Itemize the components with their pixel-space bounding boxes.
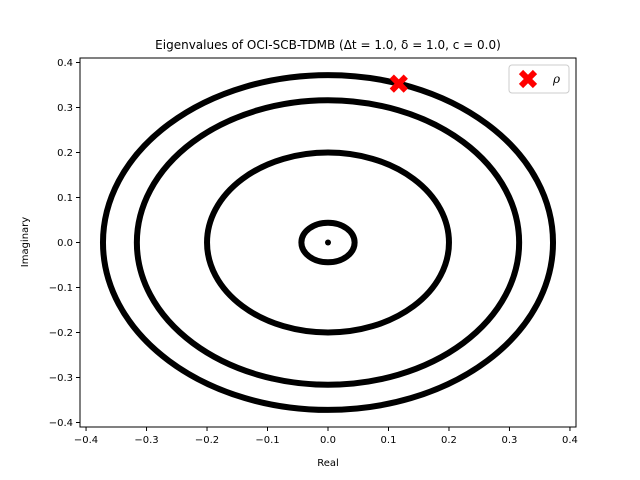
y-tick-label: −0.4 bbox=[49, 418, 73, 429]
eigenvalue-ring-4 bbox=[298, 219, 358, 266]
y-tick-label: −0.2 bbox=[49, 328, 73, 339]
rho-marker-1 bbox=[389, 74, 408, 93]
x-axis-label: Real bbox=[317, 458, 339, 469]
x-tick-label: 0.1 bbox=[381, 435, 397, 446]
chart-title: Eigenvalues of OCI-SCB-TDMB (Δt = 1.0, δ… bbox=[155, 38, 501, 52]
legend-rho-marker bbox=[518, 69, 538, 89]
eigenvalue-ring-2 bbox=[133, 97, 523, 388]
legend-rho-label: ρ bbox=[552, 72, 560, 86]
x-tick-label: 0.3 bbox=[502, 435, 518, 446]
x-tick-label: −0.2 bbox=[195, 435, 219, 446]
x-tick-label: −0.4 bbox=[74, 435, 98, 446]
x-tick-label: 0.0 bbox=[320, 435, 336, 446]
eigenvalue-ring-3 bbox=[204, 149, 452, 336]
legend: ρ bbox=[508, 64, 570, 94]
y-tick-label: 0.1 bbox=[57, 193, 73, 204]
axes: −0.4 −0.3 −0.2 −0.1 0.0 0.1 0.2 0.3 0.4 −0.4 −0.3 −… bbox=[49, 57, 578, 446]
plot-area bbox=[99, 72, 557, 413]
y-tick-label: 0.2 bbox=[57, 148, 73, 159]
y-tick-label: −0.1 bbox=[49, 283, 73, 294]
x-tick-label: −0.3 bbox=[134, 435, 158, 446]
x-tick-label: 0.4 bbox=[562, 435, 578, 446]
y-axis-label: Imaginary bbox=[20, 217, 31, 268]
y-tick-label: 0.3 bbox=[57, 103, 73, 114]
y-tick-label: 0.4 bbox=[57, 58, 73, 69]
eigenvalue-ring-1 bbox=[99, 72, 557, 413]
y-tick-label: 0.0 bbox=[57, 238, 73, 249]
x-tick-label: 0.2 bbox=[441, 435, 457, 446]
y-tick-label: −0.3 bbox=[49, 373, 73, 384]
x-tick-label: −0.1 bbox=[255, 435, 279, 446]
eigenvalue-point-1 bbox=[325, 239, 331, 246]
